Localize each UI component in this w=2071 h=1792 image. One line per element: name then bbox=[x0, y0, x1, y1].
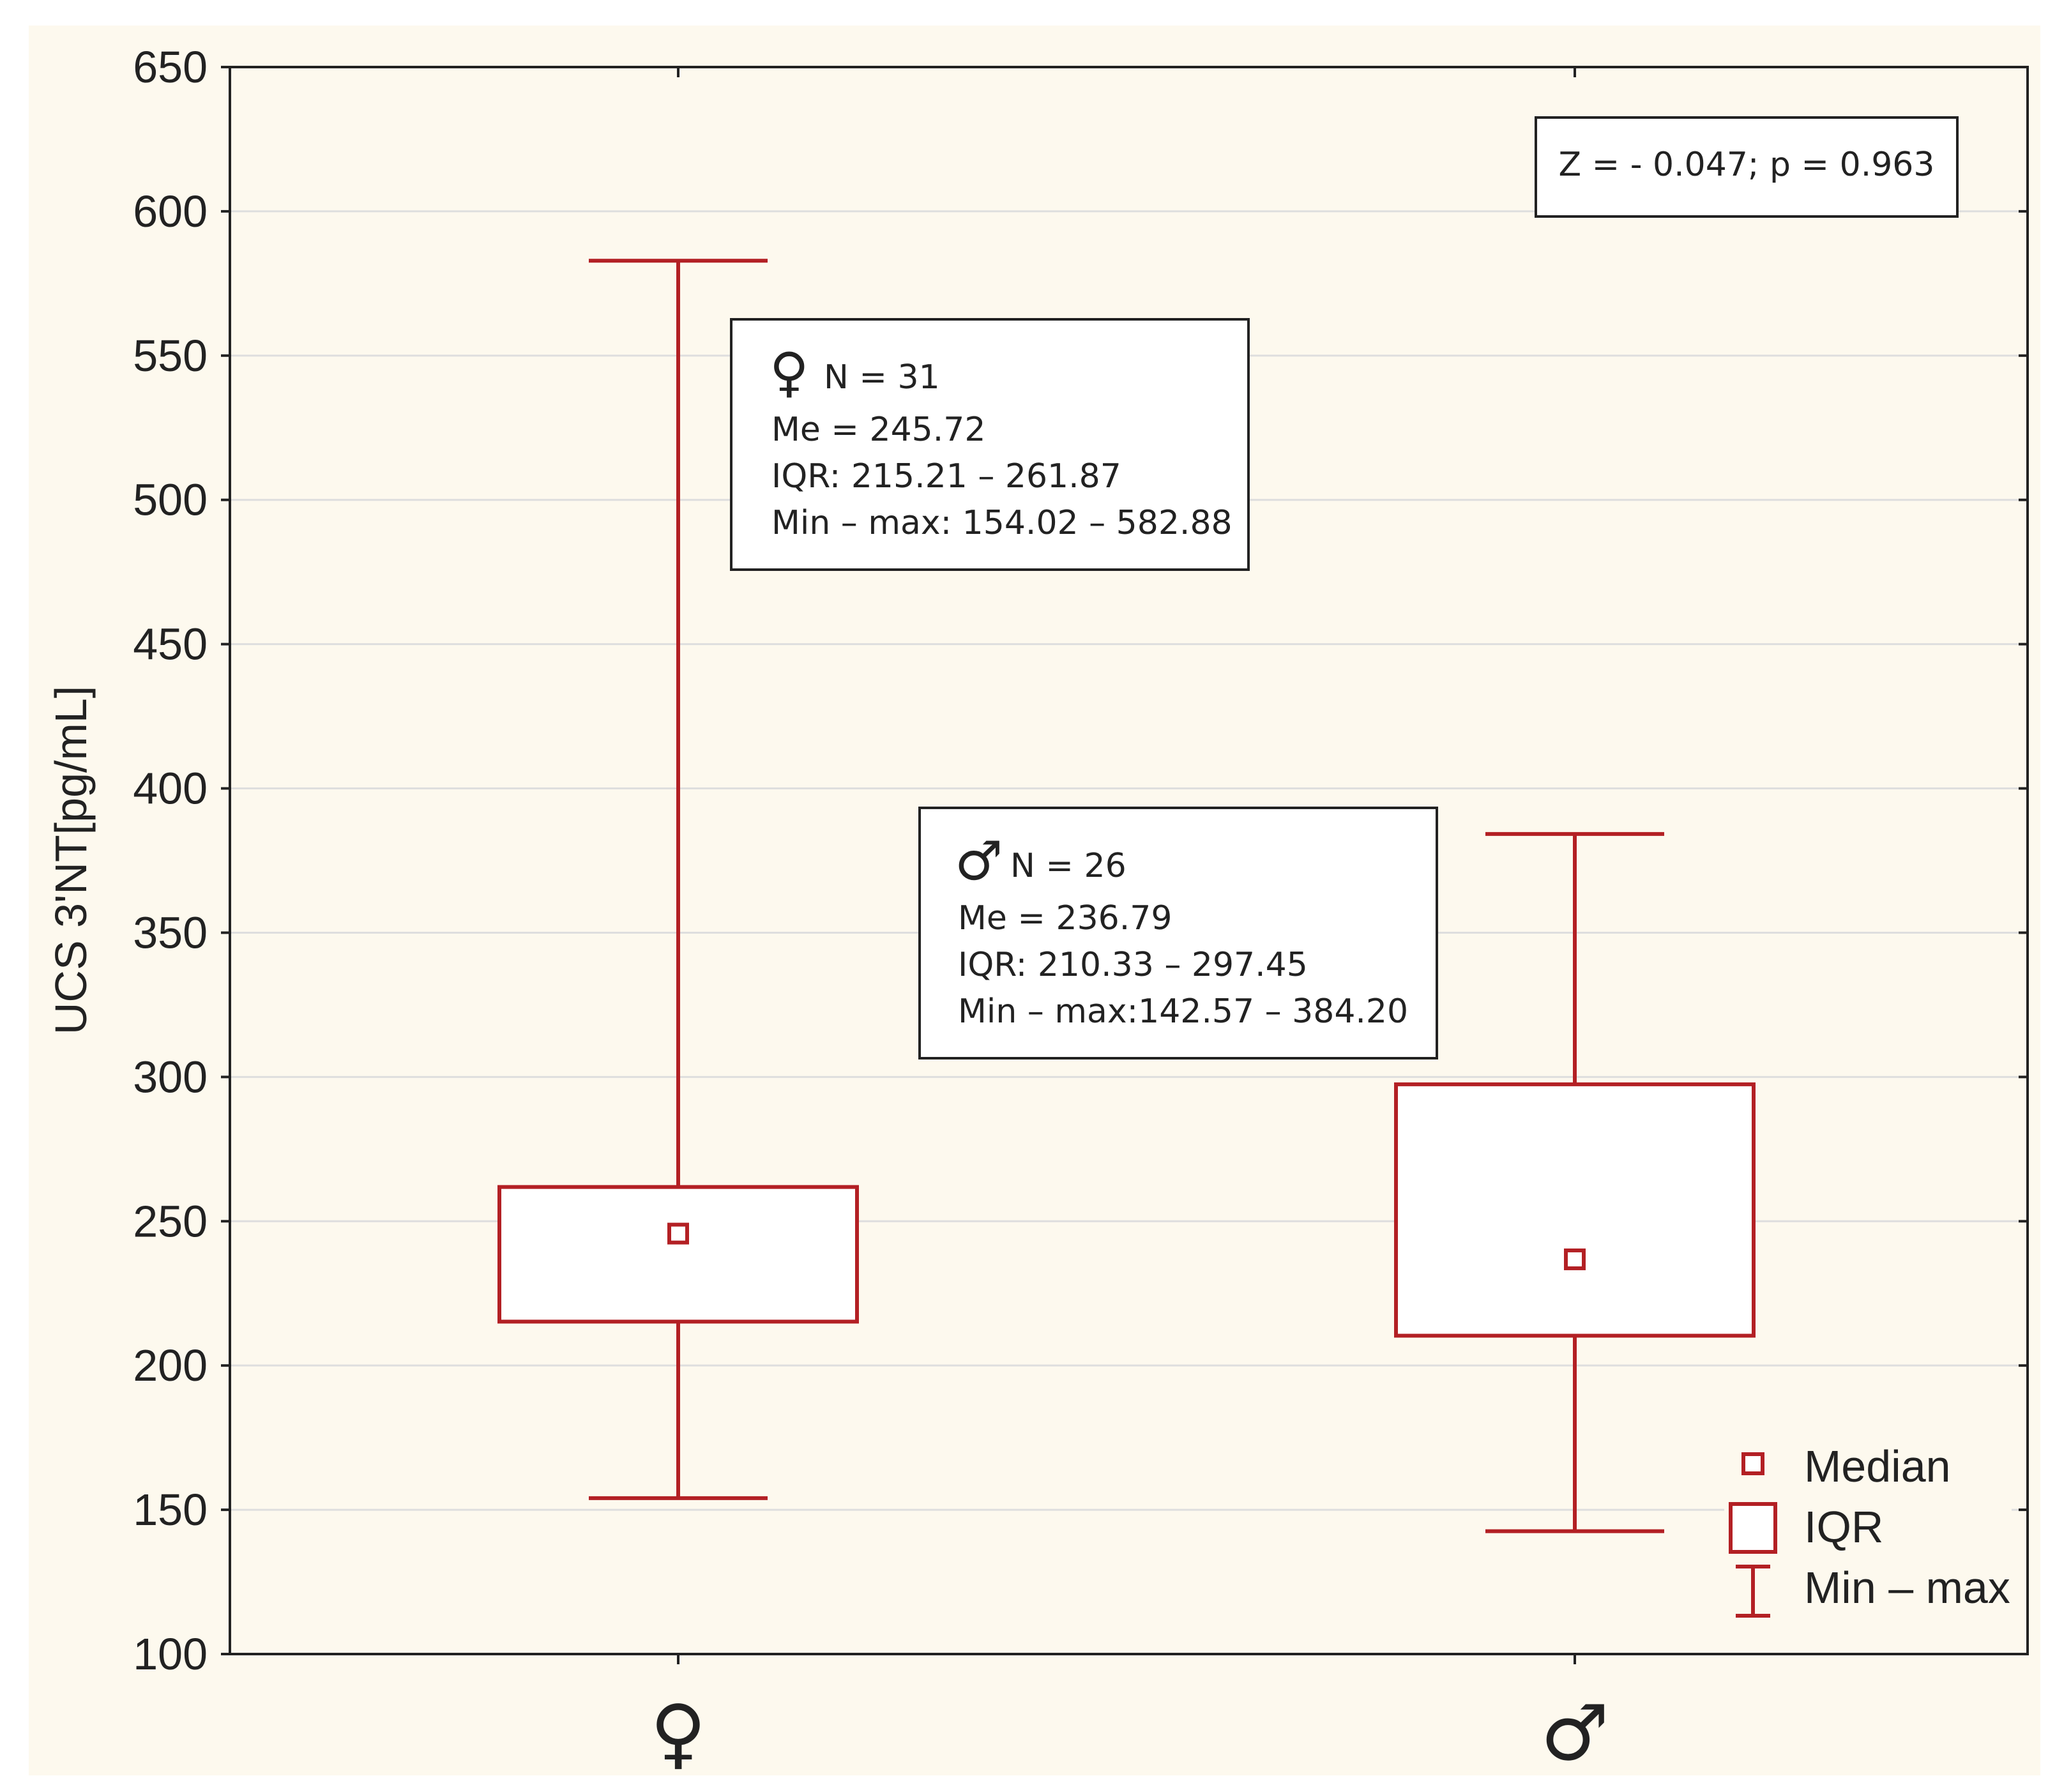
test-statistic-annotation: Z = - 0.047; p = 0.963 bbox=[1535, 116, 1959, 218]
male-median: Me = 236.79 bbox=[958, 899, 1172, 938]
plot-area bbox=[229, 66, 2029, 1655]
male-range: Min – max:142.57 – 384.20 bbox=[958, 992, 1408, 1031]
y-axis-ticks: 100 150 200 250 300 350 400 450 500 550 600 650 bbox=[133, 42, 2028, 1679]
ytick-label-350: 350 bbox=[133, 907, 208, 957]
legend-iqr-label: IQR bbox=[1804, 1502, 1883, 1552]
median-marker-0 bbox=[667, 1222, 689, 1245]
iqr-box-0 bbox=[497, 1185, 859, 1324]
female-median: Me = 245.72 bbox=[771, 411, 985, 449]
male-symbol: ♂ bbox=[955, 830, 1003, 892]
male-iqr: IQR: 210.33 – 297.45 bbox=[958, 946, 1308, 984]
xtick-label-1: ♂ bbox=[1540, 1689, 1609, 1778]
legend-range-marker bbox=[1736, 1565, 1770, 1618]
female-range: Min – max: 154.02 – 582.88 bbox=[771, 504, 1233, 542]
x-axis-ticks: ♀ ♂ bbox=[650, 67, 1609, 1778]
female-annotation-box bbox=[730, 318, 1250, 571]
male-annotation: ♂ N = 26 Me = 236.79 IQR: 210.33 – 297.4… bbox=[918, 807, 1438, 1059]
female-n: N = 31 bbox=[824, 358, 940, 397]
legend-median-label: Median bbox=[1804, 1441, 1951, 1491]
female-iqr: IQR: 215.21 – 261.87 bbox=[771, 457, 1121, 496]
ytick-label-100: 100 bbox=[133, 1629, 208, 1679]
test-statistic-box bbox=[1535, 116, 1959, 218]
ytick-label-400: 400 bbox=[133, 764, 208, 814]
ytick-label-500: 500 bbox=[133, 475, 208, 525]
female-symbol: ♀ bbox=[770, 341, 809, 404]
box-group-0 bbox=[497, 259, 859, 1500]
y-axis-label: UCS 3'NT[pg/mL] bbox=[46, 686, 96, 1035]
box-group-1 bbox=[1394, 831, 1756, 1533]
male-annotation-box bbox=[918, 807, 1438, 1059]
female-annotation: ♀ N = 31 Me = 245.72 IQR: 215.21 – 261.8… bbox=[730, 318, 1250, 571]
boxes bbox=[497, 259, 1756, 1533]
ytick-label-200: 200 bbox=[133, 1340, 208, 1390]
ytick-label-600: 600 bbox=[133, 186, 208, 236]
legend-median-marker bbox=[1741, 1452, 1764, 1475]
ytick-label-650: 650 bbox=[133, 42, 208, 92]
ytick-label-150: 150 bbox=[133, 1485, 208, 1535]
xtick-label-0: ♀ bbox=[650, 1689, 706, 1778]
ytick-label-250: 250 bbox=[133, 1196, 208, 1246]
test-statistic-text: Z = - 0.047; p = 0.963 bbox=[1559, 146, 1935, 184]
ytick-label-550: 550 bbox=[133, 331, 208, 381]
ytick-label-300: 300 bbox=[133, 1052, 208, 1102]
median-marker-1 bbox=[1564, 1248, 1586, 1270]
legend: Median IQR Min – max bbox=[1724, 1418, 2012, 1629]
iqr-box-1 bbox=[1394, 1082, 1756, 1338]
ytick-label-450: 450 bbox=[133, 619, 208, 669]
legend-range-label: Min – max bbox=[1804, 1563, 2010, 1613]
male-n: N = 26 bbox=[1010, 847, 1127, 885]
legend-iqr-marker bbox=[1729, 1502, 1777, 1554]
